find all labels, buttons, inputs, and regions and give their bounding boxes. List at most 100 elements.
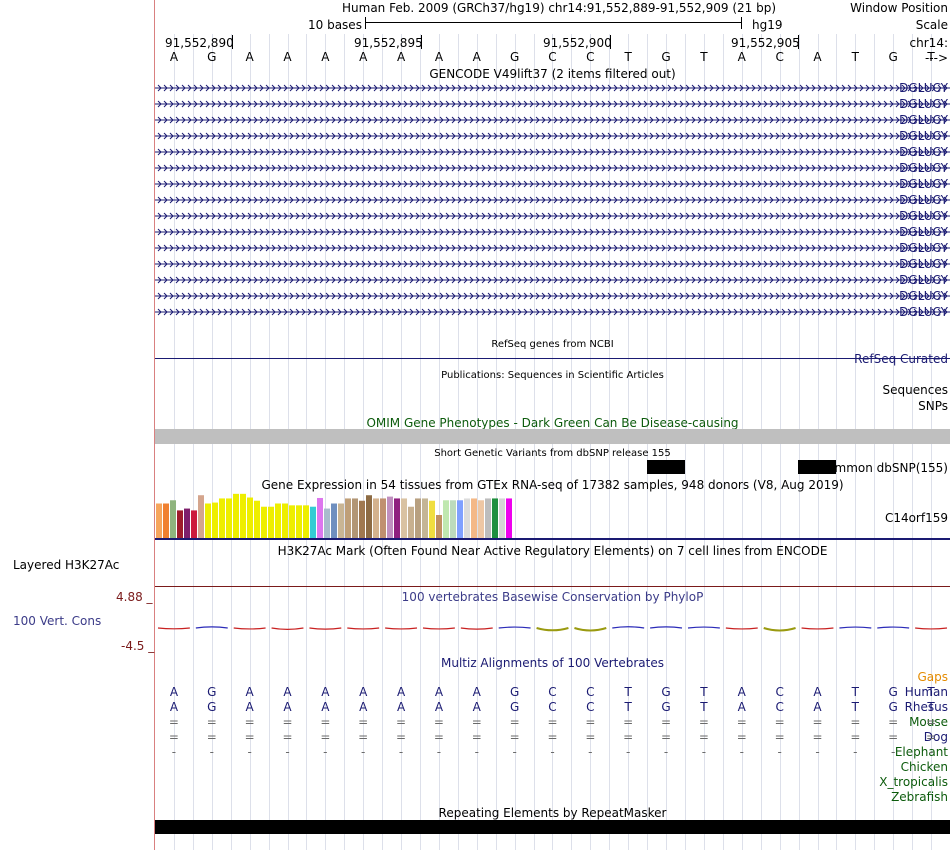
gtex-tissue-bar[interactable] — [457, 500, 463, 538]
strand-label[interactable]: ---> — [924, 51, 948, 65]
snp-variant-1[interactable] — [647, 460, 685, 474]
gencode-transcript[interactable] — [155, 212, 950, 220]
gencode-transcript[interactable] — [155, 276, 950, 284]
gtex-tissue-bar[interactable] — [485, 498, 491, 538]
gtex-tissue-bar[interactable] — [317, 497, 323, 538]
gtex-tissue-bar[interactable] — [492, 498, 498, 538]
gtex-tissue-bar[interactable] — [310, 506, 316, 538]
gencode-transcripts[interactable] — [155, 80, 950, 336]
gencode-transcript[interactable] — [155, 132, 950, 140]
gtex-tissue-bar[interactable] — [163, 503, 169, 539]
gtex-tissue-bar[interactable] — [254, 500, 260, 538]
scale-label[interactable]: Scale — [915, 18, 948, 32]
gtex-tissue-bar[interactable] — [303, 505, 309, 538]
gtex-tissue-bar[interactable] — [296, 505, 302, 538]
gtex-tissue-bar[interactable] — [436, 515, 442, 538]
gtex-tissue-bar[interactable] — [170, 500, 176, 538]
gtex-tissue-bar[interactable] — [247, 497, 253, 538]
multiz-species-label[interactable]: Elephant — [894, 745, 948, 759]
gtex-tissue-bar[interactable] — [338, 503, 344, 539]
gtex-tissue-bar[interactable] — [219, 498, 225, 538]
gtex-tissue-bar[interactable] — [156, 503, 162, 539]
repeatmasker-element[interactable] — [155, 820, 950, 834]
gtex-tissue-bar[interactable] — [233, 493, 239, 538]
gtex-tissue-bar[interactable] — [394, 498, 400, 538]
gtex-tissue-bar[interactable] — [429, 500, 435, 538]
gencode-transcript[interactable] — [155, 116, 950, 124]
dbsnp-label[interactable]: Common dbSNP(155) — [818, 461, 948, 475]
gtex-tissue-bar[interactable] — [499, 498, 505, 538]
position-label-2: 91,552,895 — [354, 36, 423, 50]
gtex-tissue-bar[interactable] — [240, 493, 246, 538]
gtex-tissue-bar[interactable] — [380, 498, 386, 538]
gtex-tissue-bar[interactable] — [387, 496, 393, 538]
multiz-species-label[interactable]: Mouse — [909, 715, 948, 729]
gtex-tissue-bar[interactable] — [261, 506, 267, 538]
gencode-transcript[interactable] — [155, 100, 950, 108]
gencode-transcript[interactable] — [155, 196, 950, 204]
gtex-tissue-bar[interactable] — [415, 498, 421, 538]
window-position-label[interactable]: Window Position — [850, 1, 948, 15]
gtex-tissue-bar[interactable] — [212, 502, 218, 538]
gtex-tissue-bar[interactable] — [268, 506, 274, 538]
gtex-tissue-bar[interactable] — [177, 510, 183, 538]
multiz-species-label[interactable]: X_tropicalis — [879, 775, 948, 789]
gtex-tissue-bar[interactable] — [331, 503, 337, 539]
gtex-tissue-bar[interactable] — [450, 500, 456, 538]
conservation-plot[interactable] — [155, 620, 950, 636]
gtex-tissue-bar[interactable] — [184, 508, 190, 538]
conservation-glyph — [233, 627, 266, 630]
multiz-base: A — [283, 700, 292, 714]
gencode-transcript[interactable] — [155, 228, 950, 236]
gtex-tissue-bar[interactable] — [478, 500, 484, 538]
multiz-species-label[interactable]: Dog — [923, 730, 948, 744]
gtex-tissue-bar[interactable] — [191, 510, 197, 538]
gencode-transcript[interactable] — [155, 148, 950, 156]
gtex-tissue-bar[interactable] — [359, 500, 365, 538]
gtex-tissue-bar[interactable] — [345, 498, 351, 538]
gtex-tissue-bar[interactable] — [226, 498, 232, 538]
gencode-transcript[interactable] — [155, 308, 950, 316]
gtex-tissue-bar[interactable] — [366, 495, 372, 538]
gencode-transcript[interactable] — [155, 260, 950, 268]
gtex-tissue-bar[interactable] — [324, 508, 330, 538]
gtex-tissue-bar[interactable] — [205, 503, 211, 539]
gtex-tissue-bar[interactable] — [471, 498, 477, 538]
multiz-gaps-label[interactable]: Gaps — [917, 670, 948, 684]
gencode-transcript[interactable] — [155, 84, 950, 92]
gtex-tissue-bar[interactable] — [408, 506, 414, 538]
conservation-glyph — [612, 626, 645, 629]
publications-sequences-label[interactable]: Sequences — [882, 383, 948, 397]
snp-variant-2[interactable] — [798, 460, 836, 474]
gtex-tissue-bar[interactable] — [198, 495, 204, 538]
gtex-tissue-bar[interactable] — [443, 500, 449, 538]
gtex-expression-chart[interactable] — [155, 491, 950, 539]
gtex-tissue-bar[interactable] — [282, 503, 288, 539]
gtex-tissue-bar[interactable] — [275, 503, 281, 539]
gtex-gene-label[interactable]: C14orf159 — [884, 511, 948, 525]
conservation-max-label: 4.88 _ — [116, 590, 153, 604]
publications-snps-label[interactable]: SNPs — [918, 399, 948, 413]
multiz-species-label[interactable]: Chicken — [900, 760, 948, 774]
gtex-tissue-bar[interactable] — [464, 498, 470, 538]
multiz-species-label[interactable]: Rhesus — [904, 700, 948, 714]
gtex-tissue-bar[interactable] — [401, 498, 407, 538]
gencode-transcript[interactable] — [155, 244, 950, 252]
gencode-transcript[interactable] — [155, 292, 950, 300]
multiz-base: A — [813, 685, 822, 699]
gencode-transcript[interactable] — [155, 180, 950, 188]
refseq-gene-line[interactable] — [155, 358, 950, 359]
gtex-tissue-bar[interactable] — [352, 498, 358, 538]
gtex-tissue-bar[interactable] — [289, 505, 295, 538]
gtex-tissue-bar[interactable] — [373, 498, 379, 538]
refseq-label[interactable]: RefSeq Curated — [854, 352, 948, 366]
h3k27ac-label[interactable]: Layered H3K27Ac — [13, 558, 120, 572]
chromosome-label[interactable]: chr14: — [909, 36, 948, 50]
gtex-tissue-bar[interactable] — [422, 498, 428, 538]
omim-gene-bar[interactable] — [155, 429, 950, 444]
gencode-transcript[interactable] — [155, 164, 950, 172]
multiz-species-label[interactable]: Zebrafish — [891, 790, 948, 804]
conservation-label[interactable]: 100 Vert. Cons — [13, 614, 102, 628]
gtex-tissue-bar[interactable] — [506, 498, 512, 538]
multiz-species-label[interactable]: Human — [904, 685, 948, 699]
